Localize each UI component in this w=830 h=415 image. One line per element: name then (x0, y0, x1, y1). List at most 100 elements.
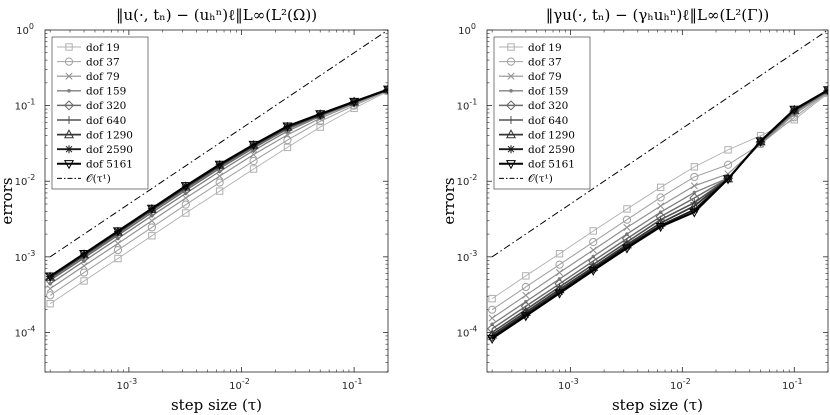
legend-label: dof 640 (528, 115, 568, 127)
y-tick-label: 10-4 (457, 324, 478, 339)
data-point (114, 254, 122, 263)
legend-label: dof 2590 (86, 144, 133, 156)
data-point (215, 187, 224, 195)
data-point (349, 97, 360, 108)
data-point (690, 163, 699, 171)
data-point (80, 277, 88, 285)
legend-marker (65, 145, 73, 154)
legend-entry: dof 79 (57, 71, 120, 83)
data-point (589, 246, 597, 254)
data-point (655, 223, 666, 233)
series-line (491, 91, 828, 311)
plot-area (45, 30, 388, 308)
series-line (49, 90, 388, 305)
legend-marker (67, 89, 71, 93)
legend-entry: dof 320 (57, 100, 126, 112)
data-point (555, 287, 564, 296)
data-point (46, 272, 55, 281)
legend-label: dof 159 (528, 86, 568, 98)
data-point (488, 294, 496, 303)
data-point (623, 205, 631, 213)
data-point (315, 110, 326, 120)
data-point (589, 227, 597, 235)
legend-label: dof 2590 (528, 144, 575, 156)
legend-marker (65, 116, 73, 124)
data-point (554, 289, 565, 299)
series-dof-19 (46, 87, 388, 308)
data-point (521, 282, 530, 292)
legend-marker (505, 100, 517, 111)
legend: dof 19 dof 37 dof 79 dof 159 dof 320 dof 640 d… (493, 36, 591, 190)
x-tick-label: 10-1 (782, 377, 803, 392)
data-point (755, 137, 766, 147)
data-point (215, 178, 224, 187)
legend-entry: 𝒪(τ¹) (499, 173, 553, 185)
x-tick-label: 10-2 (229, 377, 250, 392)
data-point (112, 227, 124, 237)
x-tick-label: 10-3 (117, 377, 138, 392)
legend-label: 𝒪(τ¹) (528, 173, 553, 185)
y-tick-label: 10-4 (15, 324, 36, 339)
legend-marker (65, 72, 73, 80)
legend-entry: dof 2590 (499, 144, 575, 156)
data-point (214, 160, 225, 170)
legend-entry: dof 19 (499, 42, 562, 54)
legend-label: dof 159 (86, 86, 126, 98)
data-point (316, 123, 324, 131)
data-point (249, 165, 258, 173)
legend-marker (63, 129, 75, 139)
data-point (657, 202, 665, 210)
legend-label: 𝒪(τ¹) (86, 173, 111, 185)
legend-entry: dof 159 (499, 86, 568, 98)
legend-entry: dof 37 (57, 56, 120, 68)
data-point (46, 300, 54, 308)
data-point (46, 291, 55, 300)
legend-entry: dof 5161 (57, 159, 133, 171)
series-dof-5161 (45, 85, 388, 282)
data-point (588, 266, 599, 276)
x-axis-label: step size (τ) (612, 396, 703, 414)
legend-entry: 𝒪(τ¹) (57, 173, 111, 185)
data-point (555, 260, 564, 269)
legend-marker (507, 145, 515, 154)
legend-entry: dof 640 (57, 115, 126, 127)
data-point (45, 272, 56, 282)
data-point (249, 156, 258, 166)
data-point (724, 146, 732, 154)
legend-entry: dof 320 (499, 100, 568, 112)
reference-line (49, 30, 388, 258)
legend-label: dof 79 (86, 71, 120, 83)
legend-marker (507, 43, 515, 51)
data-point (248, 140, 259, 151)
series-dof-37 (46, 86, 388, 300)
legend-entry: dof 159 (57, 86, 126, 98)
plot-area (487, 30, 828, 345)
data-point (487, 334, 498, 345)
legend: dof 19 dof 37 dof 79 dof 159 dof 320 dof 640 d… (51, 36, 149, 190)
data-point (146, 204, 157, 214)
legend-label: dof 19 (528, 42, 562, 54)
data-point (723, 160, 733, 169)
data-point (181, 200, 190, 209)
data-point (182, 209, 190, 217)
legend-label: dof 37 (86, 56, 120, 68)
y-tick-label: 10-2 (457, 173, 478, 188)
legend-marker (65, 43, 73, 51)
data-point (622, 215, 632, 224)
data-point (180, 182, 191, 192)
reference-line (491, 30, 828, 258)
data-point (656, 193, 665, 202)
legend-entry: dof 5161 (499, 159, 575, 171)
series-line (49, 88, 388, 278)
legend-marker (64, 57, 74, 66)
x-tick-label: 10-1 (342, 377, 363, 392)
x-tick-label: 10-2 (670, 377, 691, 392)
legend-label: dof 1290 (528, 129, 575, 141)
data-point (621, 244, 632, 254)
data-point (80, 262, 88, 270)
data-point (46, 285, 54, 293)
y-tick-label: 10-2 (15, 173, 36, 188)
data-point (622, 242, 631, 251)
data-point (522, 272, 530, 280)
